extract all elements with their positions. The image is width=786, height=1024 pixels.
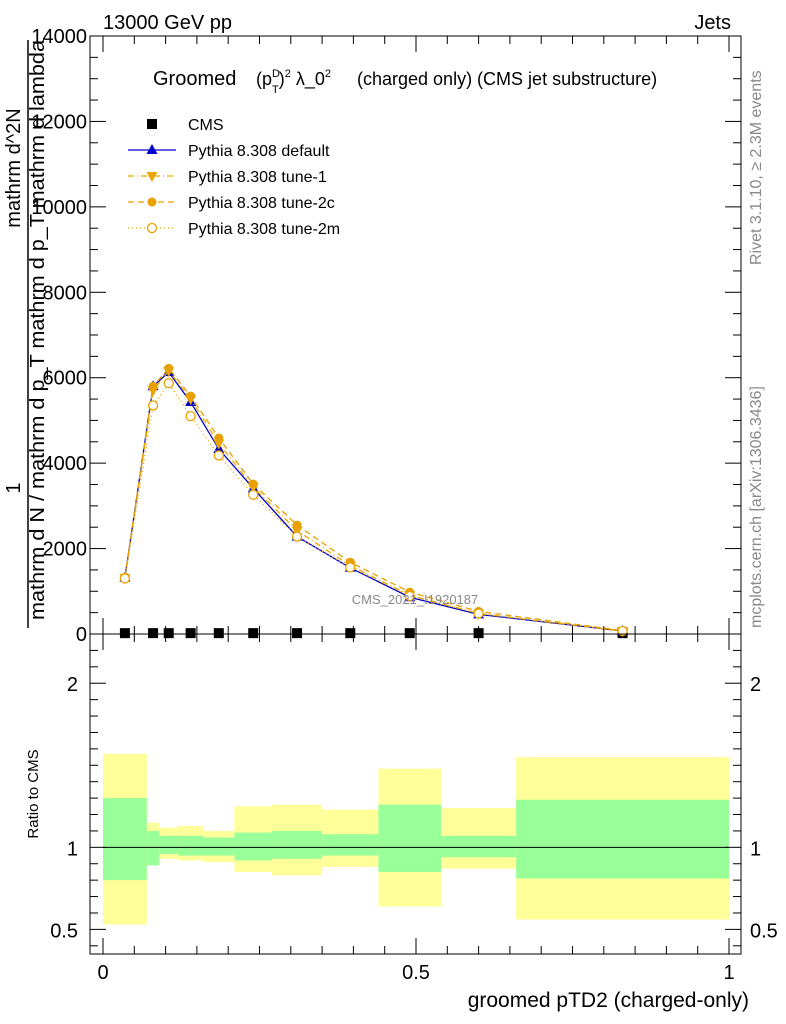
- data-point-pythia-8-308-tune-2m: [248, 489, 259, 500]
- legend-marker-pythia-8-308-tune-2m: [146, 222, 158, 234]
- x-axis-label: groomed pTD2 (charged-only): [468, 989, 749, 1012]
- ratio-ytick-label-right: 0.5: [750, 920, 778, 942]
- legend-marker-pythia-8-308-tune-2c: [147, 197, 157, 207]
- data-point-pythia-8-308-tune-1: [213, 439, 225, 450]
- data-point-pythia-8-308-tune-2m: [185, 411, 196, 422]
- data-point-pythia-8-308-tune-2c: [164, 363, 174, 373]
- data-point-cms: [248, 628, 259, 639]
- ratio-bands: [103, 753, 729, 925]
- data-point-pythia-8-308-tune-2m: [617, 625, 628, 637]
- legend-label-pythia-8-308-tune-2m: Pythia 8.308 tune-2m: [188, 221, 340, 238]
- category-label: Jets: [694, 12, 731, 34]
- energy-label: 13000 GeV pp: [103, 12, 232, 34]
- ratio-band-inner: [441, 835, 517, 858]
- ratio-band-inner: [159, 835, 179, 854]
- title-prefix: Groomed: [153, 68, 236, 90]
- legend-marker-cms: [147, 119, 157, 129]
- legend-marker-pythia-8-308-default: [146, 144, 158, 154]
- data-point-cms: [473, 628, 484, 639]
- data-point-pythia-8-308-tune-2c: [148, 381, 158, 391]
- main-ytick-label: 14000: [31, 26, 87, 48]
- data-point-cms: [163, 628, 174, 639]
- main-ytick-label: 4000: [43, 453, 88, 475]
- ratio-band-inner: [103, 798, 147, 881]
- legend-label-pythia-8-308-tune-2c: Pythia 8.308 tune-2c: [188, 195, 335, 212]
- ylabel-denominator: mathrm d N / mathrm d p_T mathrm d p_T m…: [27, 39, 49, 620]
- legend-label-pythia-8-308-tune-1: Pythia 8.308 tune-1: [188, 169, 327, 186]
- ratio-band-inner: [322, 834, 379, 856]
- ratio-axes: 0.5 0.5 1 1 2 2 0 0.5 1: [50, 634, 778, 984]
- data-point-cms: [185, 628, 196, 639]
- data-point-pythia-8-308-tune-2c: [214, 433, 224, 443]
- ratio-xtick-label: 1: [723, 962, 734, 984]
- data-point-cms: [345, 628, 356, 639]
- ratio-band-inner: [178, 835, 204, 856]
- main-axes: 0 2000 4000 6000 8000 10000 12000 14000: [31, 26, 741, 646]
- data-point-cms: [213, 628, 224, 639]
- ratio-band-inner: [203, 837, 235, 856]
- legend-marker-pythia-8-308-tune-1: [146, 172, 158, 182]
- ratio-xtick-label: 0.5: [402, 962, 430, 984]
- data-point-pythia-8-308-tune-2c: [186, 391, 196, 401]
- main-ytick-label: 0: [76, 624, 87, 646]
- data-point-pythia-8-308-tune-2c: [248, 479, 258, 489]
- data-point-pythia-8-308-tune-2m: [345, 562, 356, 573]
- ratio-xtick-label: 0: [97, 962, 108, 984]
- data-point-pythia-8-308-tune-2m: [404, 590, 415, 602]
- data-point-pythia-8-308-tune-2m: [213, 450, 224, 461]
- ratio-band-inner: [234, 832, 273, 861]
- title-symbol: (pD T)2 λ_02: [256, 68, 331, 96]
- ratio-band-inner: [516, 799, 729, 879]
- main-ytick-label: 8000: [43, 282, 88, 304]
- ratio-ytick-label: 2: [67, 674, 78, 696]
- main-series-group: [119, 363, 629, 639]
- main-y-axis-title: 1 mathrm d^2N mathrm d N / mathrm d p_T …: [3, 39, 49, 628]
- data-point-pythia-8-308-tune-2m: [291, 531, 303, 542]
- ylabel-numerator-one: 1: [3, 482, 25, 493]
- ratio-ytick-label-right: 2: [750, 674, 761, 696]
- data-point-cms: [404, 628, 415, 639]
- title-suffix: (charged only) (CMS jet substructure): [357, 69, 657, 89]
- data-point-pythia-8-308-tune-2c: [292, 520, 302, 530]
- mcplots-label: mcplots.cern.ch [arXiv:1306.3436]: [748, 386, 765, 628]
- series-line-pythia-8-308-tune-1: [124, 369, 623, 632]
- data-point-pythia-8-308-tune-2m: [119, 573, 131, 584]
- ratio-band-inner: [378, 804, 442, 872]
- main-ytick-label: 6000: [43, 368, 88, 390]
- data-point-cms: [292, 628, 303, 639]
- ratio-ytick-label-right: 1: [750, 838, 761, 860]
- ratio-ylabel: Ratio to CMS: [25, 749, 42, 838]
- ratio-band-inner: [146, 830, 160, 866]
- main-ytick-label: 2000: [43, 539, 88, 561]
- ylabel-numerator: mathrm d^2N: [3, 108, 25, 227]
- data-point-pythia-8-308-tune-2m: [473, 608, 484, 619]
- legend-label-cms: CMS: [188, 117, 224, 134]
- data-point-pythia-8-308-tune-2m: [163, 378, 174, 389]
- main-ytick-label: 10000: [31, 197, 87, 219]
- legend: CMS Pythia 8.308 default Pythia 8.308 tune…: [128, 117, 340, 238]
- legend-label-pythia-8-308-default: Pythia 8.308 default: [188, 143, 330, 160]
- main-ytick-label: 12000: [31, 111, 87, 133]
- ratio-ytick-label: 1: [67, 838, 78, 860]
- data-point-cms: [148, 628, 159, 639]
- rivet-label: Rivet 3.1.10, ≥ 2.3M events: [748, 70, 765, 265]
- data-point-cms: [119, 628, 130, 639]
- data-point-pythia-8-308-tune-2m: [147, 400, 159, 411]
- ratio-band-inner: [272, 830, 323, 859]
- ratio-ytick-label: 0.5: [50, 920, 78, 942]
- watermark: CMS_2021_I1920187: [352, 592, 479, 607]
- chart-title: Groomed (pD T)2 λ_02 (charged only) (CMS …: [153, 68, 657, 96]
